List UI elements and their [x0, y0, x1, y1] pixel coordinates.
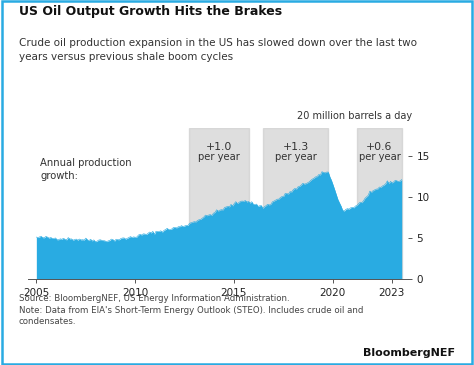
- Text: 20 million barrels a day: 20 million barrels a day: [297, 111, 412, 121]
- Bar: [264, 128, 328, 279]
- Text: US Oil Output Growth Hits the Brakes: US Oil Output Growth Hits the Brakes: [19, 5, 282, 19]
- Text: BloombergNEF: BloombergNEF: [363, 348, 455, 358]
- Text: per year: per year: [198, 152, 240, 162]
- Text: Source: BloombergNEF, US Energy Information Administration.
Note: Data from EIA': Source: BloombergNEF, US Energy Informat…: [19, 294, 364, 326]
- Text: per year: per year: [358, 152, 401, 162]
- Text: Annual production
growth:: Annual production growth:: [40, 158, 132, 181]
- Bar: [357, 128, 402, 279]
- Text: Crude oil production expansion in the US has slowed down over the last two
years: Crude oil production expansion in the US…: [19, 38, 417, 62]
- Text: +1.3: +1.3: [283, 142, 309, 152]
- Text: +0.6: +0.6: [366, 142, 392, 152]
- Text: per year: per year: [274, 152, 317, 162]
- Text: +1.0: +1.0: [206, 142, 232, 152]
- Bar: [190, 128, 249, 279]
